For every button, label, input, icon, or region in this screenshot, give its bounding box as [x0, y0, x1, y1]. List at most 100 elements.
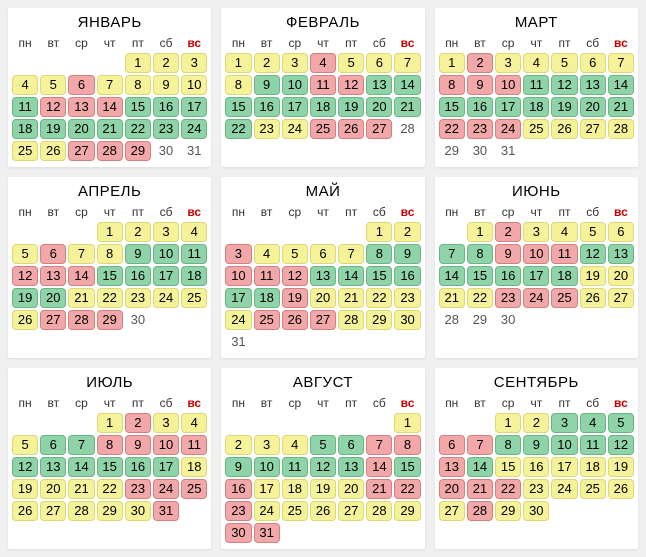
- day-cell: 13: [338, 457, 364, 477]
- day-cell: 12: [338, 75, 364, 95]
- day-cell: 6: [40, 435, 66, 455]
- day-empty: [439, 413, 465, 433]
- day-empty: [181, 310, 207, 330]
- day-empty: [523, 141, 549, 161]
- day-cell: 14: [68, 266, 94, 286]
- day-cell: 11: [12, 97, 38, 117]
- day-cell: 12: [608, 435, 634, 455]
- day-cell: 24: [225, 310, 251, 330]
- dow-label: пн: [439, 395, 465, 411]
- day-cell: 14: [608, 75, 634, 95]
- day-cell: 22: [125, 119, 151, 139]
- dow-label: вт: [254, 204, 280, 220]
- day-empty: [580, 141, 606, 161]
- day-cell: 19: [580, 266, 606, 286]
- day-cell: 15: [366, 266, 392, 286]
- week-row: 2627282930: [12, 310, 207, 330]
- day-cell: 27: [40, 310, 66, 330]
- dow-label: чт: [97, 395, 123, 411]
- month-block: ЯНВАРЬпнвтсрчтптсбвс12345678910111213141…: [8, 8, 211, 167]
- day-cell: 29: [97, 310, 123, 330]
- dow-label: вс: [608, 35, 634, 51]
- day-cell: 13: [580, 75, 606, 95]
- day-cell: 30: [153, 141, 179, 161]
- day-cell: 21: [338, 288, 364, 308]
- day-cell: 6: [338, 435, 364, 455]
- week-row: 31: [225, 332, 420, 352]
- day-empty: [310, 523, 336, 543]
- day-cell: 16: [394, 266, 420, 286]
- dow-label: сб: [580, 204, 606, 220]
- dow-label: вт: [254, 35, 280, 51]
- day-cell: 18: [551, 266, 577, 286]
- day-cell: 27: [439, 501, 465, 521]
- day-cell: 20: [40, 479, 66, 499]
- day-cell: 26: [608, 479, 634, 499]
- day-cell: 15: [225, 97, 251, 117]
- dow-label: вт: [467, 395, 493, 411]
- day-cell: 21: [366, 479, 392, 499]
- day-cell: 31: [153, 501, 179, 521]
- day-cell: 13: [40, 457, 66, 477]
- day-cell: 13: [439, 457, 465, 477]
- day-cell: 22: [225, 119, 251, 139]
- day-cell: 28: [467, 501, 493, 521]
- dow-label: вт: [467, 204, 493, 220]
- day-empty: [310, 332, 336, 352]
- dow-label: пт: [125, 395, 151, 411]
- dow-label: пт: [338, 35, 364, 51]
- day-cell: 24: [282, 119, 308, 139]
- day-cell: 9: [523, 435, 549, 455]
- day-cell: 1: [125, 53, 151, 73]
- day-cell: 26: [310, 501, 336, 521]
- day-empty: [282, 222, 308, 242]
- day-cell: 27: [338, 501, 364, 521]
- day-cell: 25: [310, 119, 336, 139]
- week-row: 20212223242526: [439, 479, 634, 499]
- day-cell: 5: [12, 244, 38, 264]
- dow-label: сб: [580, 395, 606, 411]
- day-cell: 13: [68, 97, 94, 117]
- dow-label: вс: [181, 395, 207, 411]
- day-cell: 29: [125, 141, 151, 161]
- day-cell: 12: [310, 457, 336, 477]
- day-empty: [608, 141, 634, 161]
- day-empty: [254, 332, 280, 352]
- day-empty: [68, 53, 94, 73]
- day-cell: 13: [310, 266, 336, 286]
- dow-label: вс: [608, 204, 634, 220]
- week-row: 567891011: [12, 244, 207, 264]
- day-cell: 6: [439, 435, 465, 455]
- week-row: 282930: [439, 310, 634, 330]
- week-row: 1234: [12, 222, 207, 242]
- day-empty: [580, 501, 606, 521]
- day-cell: 3: [254, 435, 280, 455]
- dow-label: пт: [125, 204, 151, 220]
- day-cell: 2: [495, 222, 521, 242]
- day-cell: 22: [495, 479, 521, 499]
- dow-row: пнвтсрчтптсбвс: [12, 395, 207, 411]
- month-title: СЕНТЯБРЬ: [439, 374, 634, 391]
- day-cell: 12: [40, 97, 66, 117]
- week-row: 15161718192021: [225, 97, 420, 117]
- dow-label: ср: [282, 204, 308, 220]
- day-cell: 25: [282, 501, 308, 521]
- day-cell: 16: [125, 457, 151, 477]
- week-row: 12131415161718: [12, 457, 207, 477]
- day-cell: 8: [439, 75, 465, 95]
- day-cell: 2: [467, 53, 493, 73]
- day-cell: 2: [394, 222, 420, 242]
- day-cell: 14: [467, 457, 493, 477]
- day-cell: 30: [495, 310, 521, 330]
- day-cell: 17: [495, 97, 521, 117]
- day-cell: 29: [495, 501, 521, 521]
- day-cell: 21: [68, 288, 94, 308]
- dow-label: чт: [523, 204, 549, 220]
- day-cell: 16: [495, 266, 521, 286]
- day-cell: 20: [68, 119, 94, 139]
- month-block: ИЮЛЬпнвтсрчтптсбвс1234567891011121314151…: [8, 368, 211, 549]
- day-cell: 3: [181, 53, 207, 73]
- day-cell: 13: [40, 266, 66, 286]
- dow-label: пн: [225, 35, 251, 51]
- day-cell: 8: [97, 244, 123, 264]
